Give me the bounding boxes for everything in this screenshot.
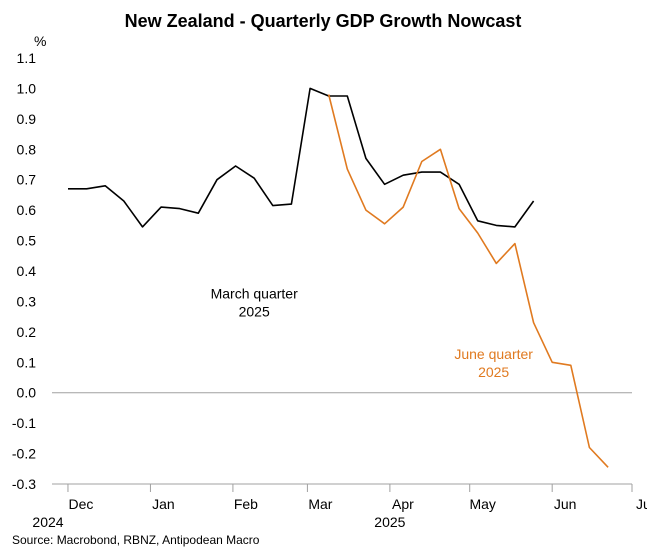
y-tick-label: 0.0: [17, 385, 37, 401]
y-tick-label: 0.8: [17, 141, 37, 157]
y-tick-label: 0.7: [17, 172, 37, 188]
source-note: Source: Macrobond, RBNZ, Antipodean Macr…: [12, 533, 260, 547]
x-tick-label: Dec: [69, 496, 94, 512]
y-tick-label: 1.0: [17, 80, 37, 96]
y-tick-label: 0.5: [17, 233, 37, 249]
march-quarter-line: [68, 87, 535, 228]
x-tick-label: Jun: [554, 496, 577, 512]
x-tick-label: Jul: [636, 496, 647, 512]
y-tick-label: 0.6: [17, 202, 37, 218]
x-tick-label: Feb: [234, 496, 258, 512]
y-tick-label: -0.3: [12, 476, 36, 492]
chart-title: New Zealand - Quarterly GDP Growth Nowca…: [125, 11, 522, 31]
y-tick-label: 0.1: [17, 354, 37, 370]
y-tick-label: 0.4: [17, 263, 37, 279]
march-quarter-label: March quarter: [211, 285, 298, 301]
y-axis: 1.1 1.0 0.9 0.8 0.7 0.6 0.5 0.4 0.3 0.2 0.1 0.0 -0.1…: [12, 50, 36, 492]
y-tick-label: -0.2: [12, 446, 36, 462]
year-label: 2025: [374, 514, 405, 530]
year-label: 2024: [32, 514, 63, 530]
march-quarter-label: 2025: [239, 303, 270, 319]
series-layer: [68, 87, 609, 468]
x-tick-label: Jan: [152, 496, 175, 512]
annotations: March quarter 2025 June quarter 2025: [211, 285, 534, 380]
x-tick-label: Apr: [392, 496, 414, 512]
x-axis: Dec Jan Feb Mar Apr May Jun Jul 2024 2025: [32, 484, 647, 530]
y-tick-label: 0.3: [17, 293, 37, 309]
x-tick-label: Mar: [308, 496, 332, 512]
y-axis-unit-label: %: [34, 33, 46, 49]
y-tick-label: 0.9: [17, 111, 37, 127]
june-quarter-label: 2025: [478, 364, 509, 380]
y-tick-label: 1.1: [17, 50, 37, 66]
x-tick-label: May: [469, 496, 495, 512]
june-quarter-label: June quarter: [454, 346, 533, 362]
june-quarter-line: [327, 94, 609, 468]
y-tick-label: -0.1: [12, 415, 36, 431]
y-tick-label: 0.2: [17, 324, 37, 340]
